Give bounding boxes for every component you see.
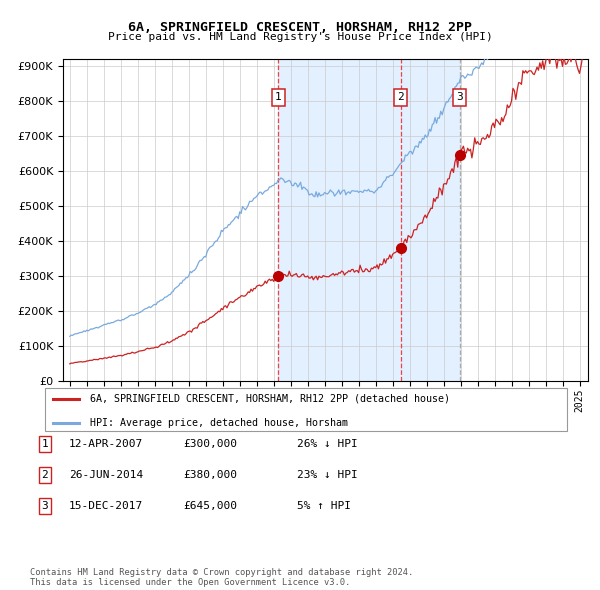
- Text: £300,000: £300,000: [183, 440, 237, 449]
- Text: 5% ↑ HPI: 5% ↑ HPI: [297, 501, 351, 510]
- Text: 26-JUN-2014: 26-JUN-2014: [69, 470, 143, 480]
- Text: HPI: Average price, detached house, Horsham: HPI: Average price, detached house, Hors…: [89, 418, 347, 428]
- Text: 6A, SPRINGFIELD CRESCENT, HORSHAM, RH12 2PP: 6A, SPRINGFIELD CRESCENT, HORSHAM, RH12 …: [128, 21, 472, 34]
- Text: 26% ↓ HPI: 26% ↓ HPI: [297, 440, 358, 449]
- Text: 12-APR-2007: 12-APR-2007: [69, 440, 143, 449]
- Text: 6A, SPRINGFIELD CRESCENT, HORSHAM, RH12 2PP (detached house): 6A, SPRINGFIELD CRESCENT, HORSHAM, RH12 …: [89, 394, 449, 404]
- Text: 1: 1: [275, 93, 282, 103]
- Text: 1: 1: [41, 440, 49, 449]
- Text: 2: 2: [41, 470, 49, 480]
- Text: £380,000: £380,000: [183, 470, 237, 480]
- Bar: [278, 59, 460, 381]
- Text: £645,000: £645,000: [183, 501, 237, 510]
- Text: Price paid vs. HM Land Registry's House Price Index (HPI): Price paid vs. HM Land Registry's House …: [107, 32, 493, 42]
- Text: 3: 3: [457, 93, 463, 103]
- Text: Contains HM Land Registry data © Crown copyright and database right 2024.
This d: Contains HM Land Registry data © Crown c…: [30, 568, 413, 587]
- Text: 15-DEC-2017: 15-DEC-2017: [69, 501, 143, 510]
- Text: 23% ↓ HPI: 23% ↓ HPI: [297, 470, 358, 480]
- FancyBboxPatch shape: [44, 388, 568, 431]
- Text: 3: 3: [41, 501, 49, 510]
- Text: 2: 2: [397, 93, 404, 103]
